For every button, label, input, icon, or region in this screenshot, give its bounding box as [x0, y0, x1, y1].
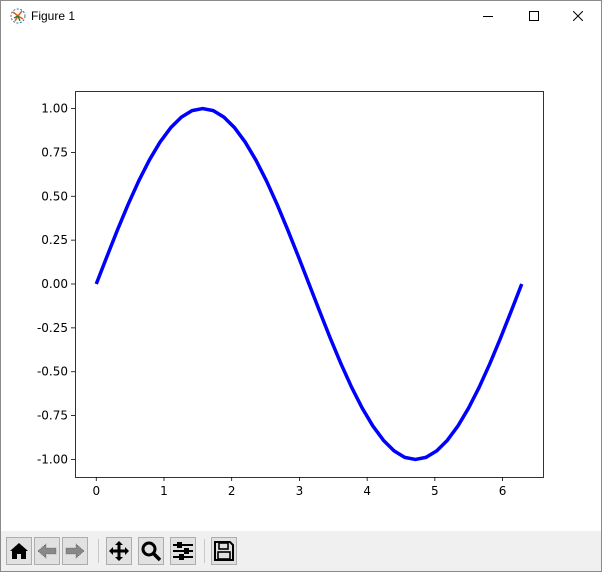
y-tick-label: 0.50 [41, 189, 68, 203]
x-tick-label: 2 [228, 484, 236, 498]
move-icon [109, 541, 129, 561]
x-tick-label: 3 [296, 484, 304, 498]
window-title: Figure 1 [31, 9, 76, 23]
y-tick-label: 0.75 [41, 145, 68, 159]
x-tick-label: 6 [499, 484, 507, 498]
close-icon [573, 11, 583, 21]
y-tick-label: -0.75 [37, 409, 68, 423]
arrow-left-icon [37, 543, 57, 559]
toolbar-separator [204, 539, 205, 563]
y-tick-label: -1.00 [37, 452, 68, 466]
y-tick-label: -0.25 [37, 321, 68, 335]
floppy-icon [214, 541, 234, 561]
forward-button[interactable] [62, 537, 88, 565]
home-icon [10, 543, 28, 559]
sliders-icon [173, 542, 193, 560]
plot-canvas: 0 1 2 3 4 5 6 -1.00 -0.75 -0.50 -0.25 0.00 0.25 0.50 0… [37, 91, 544, 498]
x-tick-label: 5 [431, 484, 439, 498]
configure-subplots-button[interactable] [170, 537, 196, 565]
navigation-toolbar [1, 531, 601, 571]
maximize-icon [529, 11, 539, 21]
y-tick-label: 0.00 [41, 277, 68, 291]
x-tick-label: 4 [363, 484, 371, 498]
title-bar: Figure 1 [1, 1, 601, 31]
close-button[interactable] [555, 1, 601, 31]
sine-line [94, 106, 524, 462]
x-tick-label: 1 [160, 484, 168, 498]
y-tick-label: 0.25 [41, 233, 68, 247]
minimize-icon [483, 16, 493, 17]
magnifier-icon [141, 541, 162, 562]
zoom-button[interactable] [138, 537, 164, 565]
save-button[interactable] [211, 537, 237, 565]
arrow-right-icon [65, 543, 85, 559]
y-tick-label: -0.50 [37, 365, 68, 379]
back-button[interactable] [34, 537, 60, 565]
pan-button[interactable] [106, 537, 132, 565]
maximize-button[interactable] [511, 1, 557, 31]
minimize-button[interactable] [465, 1, 511, 31]
matplotlib-logo-icon [10, 8, 26, 24]
x-tick-label: 0 [92, 484, 100, 498]
home-button[interactable] [6, 537, 32, 565]
toolbar-separator [98, 539, 99, 563]
y-tick-label: 1.00 [41, 102, 68, 116]
